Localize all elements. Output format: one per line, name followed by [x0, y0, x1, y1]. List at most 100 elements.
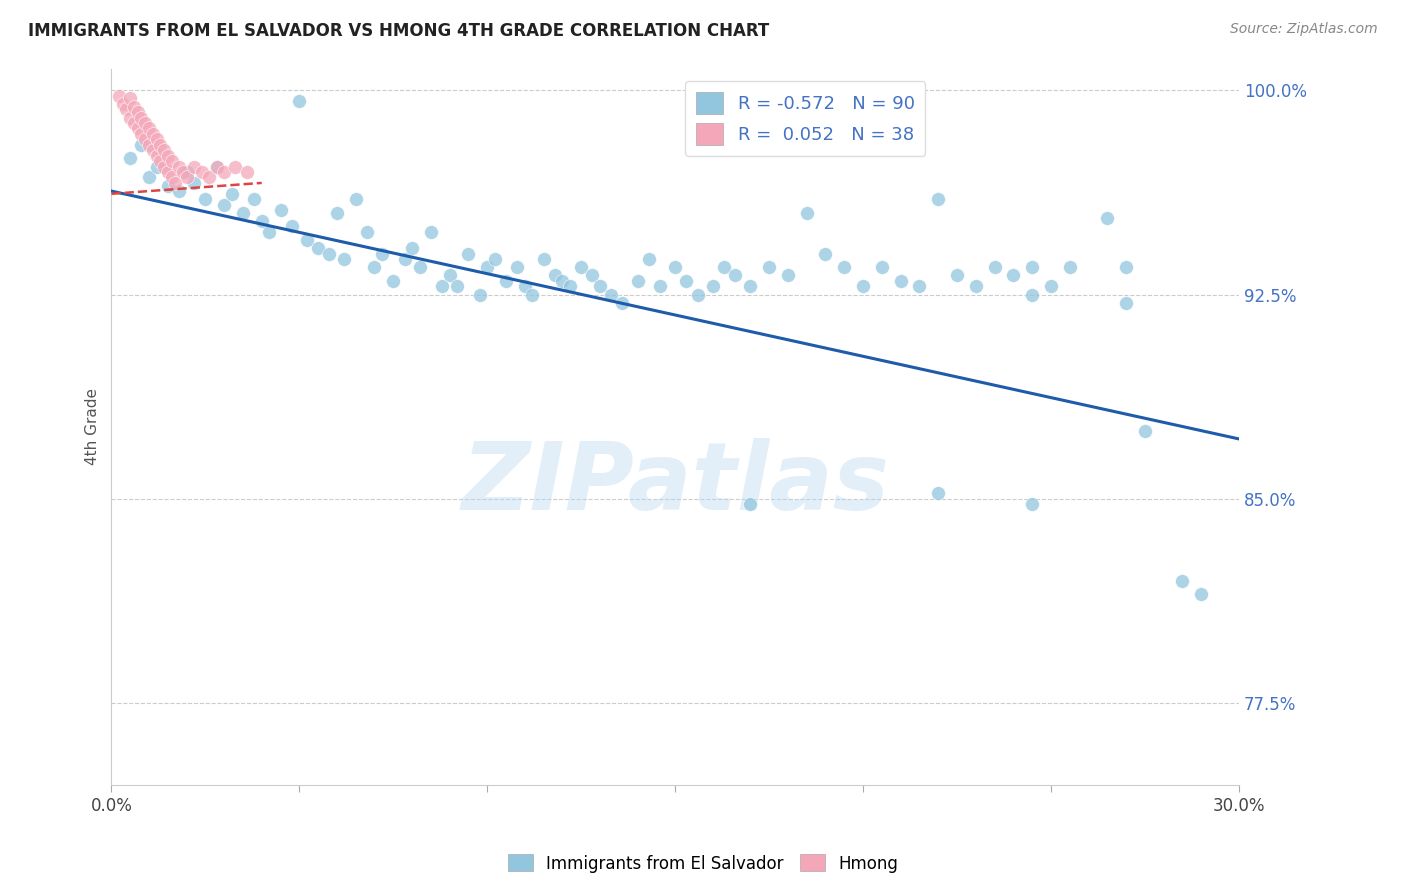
Point: [1021, 287, 1043, 301]
Point: [232, 206, 254, 220]
Point: [145, 132, 167, 146]
Point: [394, 252, 416, 267]
Point: [740, 497, 762, 511]
Point: [190, 165, 212, 179]
Point: [145, 160, 167, 174]
Point: [852, 279, 875, 293]
Point: [205, 160, 228, 174]
Point: [401, 241, 423, 255]
Point: [908, 279, 931, 293]
Point: [142, 127, 165, 141]
Point: [983, 260, 1005, 275]
Point: [134, 116, 156, 130]
Point: [250, 214, 273, 228]
Point: [131, 137, 153, 152]
Point: [149, 154, 172, 169]
Point: [495, 274, 517, 288]
Point: [1097, 211, 1119, 226]
Point: [120, 91, 142, 105]
Point: [165, 176, 187, 190]
Point: [675, 274, 697, 288]
Point: [600, 287, 623, 301]
Point: [457, 246, 479, 260]
Point: [183, 176, 205, 190]
Point: [138, 137, 160, 152]
Point: [243, 192, 266, 206]
Point: [814, 246, 837, 260]
Point: [344, 192, 367, 206]
Point: [648, 279, 671, 293]
Point: [111, 97, 134, 112]
Point: [1059, 260, 1081, 275]
Point: [626, 274, 648, 288]
Point: [1171, 574, 1194, 588]
Point: [176, 165, 198, 179]
Point: [153, 160, 176, 174]
Point: [686, 287, 709, 301]
Point: [160, 154, 183, 169]
Point: [533, 252, 555, 267]
Point: [446, 279, 468, 293]
Point: [115, 103, 138, 117]
Point: [205, 160, 228, 174]
Point: [551, 274, 574, 288]
Point: [506, 260, 529, 275]
Point: [724, 268, 747, 283]
Point: [131, 127, 153, 141]
Point: [702, 279, 724, 293]
Point: [832, 260, 855, 275]
Point: [419, 225, 441, 239]
Point: [356, 225, 378, 239]
Legend: Immigrants from El Salvador, Hmong: Immigrants from El Salvador, Hmong: [501, 847, 905, 880]
Point: [382, 274, 405, 288]
Point: [1002, 268, 1025, 283]
Point: [558, 279, 581, 293]
Point: [544, 268, 567, 283]
Point: [122, 116, 145, 130]
Point: [122, 100, 145, 114]
Point: [1039, 279, 1062, 293]
Point: [740, 279, 762, 293]
Point: [1189, 587, 1212, 601]
Point: [167, 184, 190, 198]
Point: [108, 88, 131, 103]
Point: [127, 121, 149, 136]
Point: [120, 111, 142, 125]
Point: [1115, 260, 1137, 275]
Point: [612, 295, 634, 310]
Point: [257, 225, 280, 239]
Point: [281, 219, 304, 234]
Point: [946, 268, 969, 283]
Point: [288, 94, 311, 108]
Point: [120, 152, 142, 166]
Point: [513, 279, 536, 293]
Point: [131, 111, 153, 125]
Point: [153, 143, 176, 157]
Point: [138, 121, 160, 136]
Point: [890, 274, 912, 288]
Point: [363, 260, 385, 275]
Point: [664, 260, 686, 275]
Point: [156, 149, 179, 163]
Point: [713, 260, 735, 275]
Text: Source: ZipAtlas.com: Source: ZipAtlas.com: [1230, 22, 1378, 37]
Point: [194, 192, 217, 206]
Point: [221, 186, 243, 201]
Point: [127, 105, 149, 120]
Point: [439, 268, 461, 283]
Point: [581, 268, 603, 283]
Point: [371, 246, 394, 260]
Point: [569, 260, 592, 275]
Point: [145, 149, 167, 163]
Point: [224, 160, 246, 174]
Y-axis label: 4th Grade: 4th Grade: [86, 388, 100, 465]
Point: [270, 203, 292, 218]
Point: [318, 246, 340, 260]
Point: [134, 132, 156, 146]
Point: [408, 260, 430, 275]
Point: [589, 279, 612, 293]
Point: [927, 192, 949, 206]
Point: [927, 486, 949, 500]
Point: [307, 241, 329, 255]
Point: [637, 252, 659, 267]
